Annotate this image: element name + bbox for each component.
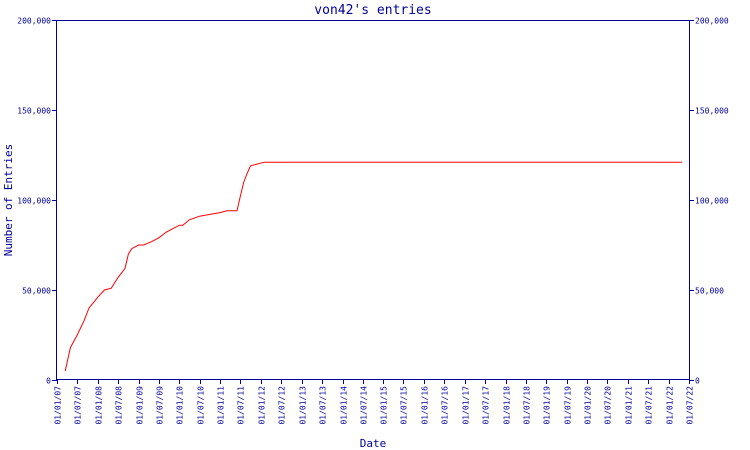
- x-tick-label: 01/07/12: [278, 386, 287, 425]
- x-tick-label: 01/07/11: [237, 386, 246, 425]
- y-tick-label-right: 0: [695, 377, 700, 386]
- x-tick-label: 01/01/12: [258, 386, 267, 425]
- x-tick-label: 01/01/15: [380, 386, 389, 425]
- x-tick-label: 01/07/17: [482, 386, 491, 425]
- series-line: [64, 161, 683, 372]
- x-tick-label: 01/01/16: [421, 386, 430, 425]
- y-tick-label-left: 200,000: [17, 17, 51, 26]
- x-tick-label: 01/07/08: [115, 386, 124, 425]
- x-tick-label: 01/07/18: [523, 386, 532, 425]
- y-tick-label-right: 200,000: [695, 17, 729, 26]
- x-tick-label: 01/07/16: [441, 386, 450, 425]
- x-tick-label: 01/01/11: [217, 386, 226, 425]
- x-tick-label: 01/07/13: [319, 386, 328, 425]
- x-axis-title: Date: [360, 437, 387, 450]
- x-tick-label: 01/07/21: [645, 386, 654, 425]
- y-tick-label-right: 50,000: [695, 287, 724, 296]
- x-tick-label: 01/01/10: [176, 386, 185, 425]
- y-tick-label-left: 150,000: [17, 107, 51, 116]
- chart-title: von42's entries: [314, 3, 431, 18]
- plot-frame: [56, 20, 690, 380]
- x-tick-label: 01/01/18: [503, 386, 512, 425]
- y-tick-label-right: 100,000: [695, 197, 729, 206]
- x-tick-label: 01/07/15: [400, 386, 409, 425]
- x-tick-label: 01/01/07: [54, 386, 63, 425]
- y-tick-label-left: 0: [46, 377, 51, 386]
- x-tick-label: 01/07/14: [360, 386, 369, 425]
- x-tick-label: 01/01/22: [666, 386, 675, 425]
- x-tick-label: 01/01/17: [462, 386, 471, 425]
- x-tick-label: 01/07/10: [197, 386, 206, 425]
- x-tick-label: 01/01/14: [340, 386, 349, 425]
- x-tick-label: 01/07/19: [564, 386, 573, 425]
- x-tick-label: 01/01/21: [625, 386, 634, 425]
- x-tick-label: 01/01/20: [584, 386, 593, 425]
- x-tick-label: 01/01/13: [299, 386, 308, 425]
- x-tick-label: 01/01/08: [95, 386, 104, 425]
- x-tick-label: 01/01/09: [136, 386, 145, 425]
- x-tick-label: 01/07/07: [74, 386, 83, 425]
- y-tick-label-left: 100,000: [17, 197, 51, 206]
- x-tick-label: 01/01/19: [543, 386, 552, 425]
- x-tick-label: 01/07/22: [686, 386, 695, 425]
- x-tick-label: 01/07/20: [604, 386, 613, 425]
- y-tick-label-left: 50,000: [22, 287, 51, 296]
- y-axis-title: Number of Entries: [2, 144, 15, 257]
- y-tick-label-right: 150,000: [695, 107, 729, 116]
- x-tick-label: 01/07/09: [156, 386, 165, 425]
